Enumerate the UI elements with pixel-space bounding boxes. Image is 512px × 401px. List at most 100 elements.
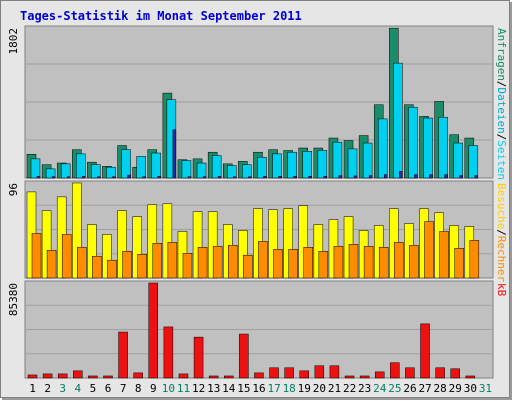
bar-rechner-day-20 <box>318 251 329 279</box>
bar-seiten-day-27 <box>429 174 433 179</box>
panel-kb: 85380 kB <box>7 280 508 379</box>
day-label-13: 13 <box>207 382 220 395</box>
day-label-24: 24 <box>373 382 387 395</box>
series-label-anfragen: Anfragen <box>495 28 508 81</box>
bar-dateien-day-6 <box>106 166 116 179</box>
bar-seiten-day-1 <box>36 176 41 179</box>
bar-besuche-day-10 <box>162 203 173 279</box>
bar-besuche-day-17 <box>268 209 278 279</box>
bar-rechner-day-14 <box>228 245 238 279</box>
bar-rechner-day-21 <box>333 246 344 279</box>
bar-seiten-day-25 <box>399 171 403 179</box>
bar-dateien-day-3 <box>60 163 71 179</box>
bar-kb-day-18 <box>284 367 294 379</box>
bar-seiten-day-19 <box>308 176 312 179</box>
bar-rechner-day-9 <box>152 243 163 279</box>
bar-dateien-day-4 <box>76 153 86 179</box>
bar-kb-day-28 <box>435 367 445 379</box>
bar-kb-day-21 <box>329 365 340 379</box>
day-label-1: 1 <box>29 382 36 395</box>
bar-dateien-day-14 <box>227 165 237 179</box>
bar-seiten-day-26 <box>414 174 418 179</box>
bar-seiten-day-10 <box>172 129 177 179</box>
bar-dateien-day-15 <box>242 164 252 179</box>
right-labels-kb: kB <box>495 283 508 297</box>
bar-dateien-day-16 <box>257 156 267 179</box>
bar-rechner-day-5 <box>92 255 102 279</box>
day-label-12: 12 <box>192 382 205 395</box>
bar-dateien-day-13 <box>211 155 222 179</box>
bar-kb-day-3 <box>57 373 68 379</box>
bar-rechner-day-15 <box>243 254 253 279</box>
chart-title: Tages-Statistik im Monat September 2011 <box>20 9 302 23</box>
day-label-31: 31 <box>479 382 492 395</box>
bar-dateien-day-30 <box>468 145 479 179</box>
bar-rechner-day-26 <box>409 245 419 279</box>
bar-kb-day-25 <box>390 362 400 379</box>
bar-rechner-day-11 <box>182 253 193 279</box>
day-label-11: 11 <box>177 382 190 395</box>
bar-dateien-day-18 <box>287 151 297 179</box>
bar-kb-day-11 <box>178 373 189 379</box>
day-label-15: 15 <box>237 382 250 395</box>
bar-seiten-day-16 <box>263 176 267 179</box>
bar-rechner-day-17 <box>273 249 283 279</box>
bar-seiten-day-3 <box>66 176 71 179</box>
bar-kb-day-13 <box>208 375 219 379</box>
day-label-8: 8 <box>135 382 142 395</box>
bar-seiten-day-30 <box>474 175 479 179</box>
bar-dateien-day-17 <box>272 153 282 179</box>
bar-rechner-day-6 <box>107 259 117 279</box>
day-label-16: 16 <box>252 382 265 395</box>
bar-rechner-day-19 <box>303 247 313 279</box>
bar-dateien-day-25 <box>393 62 403 179</box>
day-label-6: 6 <box>105 382 112 395</box>
day-label-26: 26 <box>403 382 416 395</box>
day-label-17: 17 <box>267 382 280 395</box>
bar-rechner-day-1 <box>31 233 42 279</box>
bar-kb-day-8 <box>133 372 143 379</box>
bar-rechner-day-28 <box>439 231 449 279</box>
bar-kb-day-23 <box>359 375 370 379</box>
bar-rechner-day-8 <box>137 254 147 279</box>
bar-besuche-day-19 <box>298 205 308 279</box>
bar-dateien-day-12 <box>196 162 207 179</box>
bar-seiten-day-28 <box>444 174 448 179</box>
bar-kb-day-22 <box>344 375 355 379</box>
bar-dateien-day-11 <box>181 160 192 179</box>
bar-seiten-day-24 <box>383 174 388 179</box>
bar-dateien-day-1 <box>30 158 41 179</box>
bar-kb-day-27 <box>420 323 430 379</box>
bar-dateien-day-7 <box>121 149 131 179</box>
panel-requests: 1802 Anfragen/Dateien/Seiten <box>7 25 508 180</box>
bar-seiten-day-21 <box>338 175 343 179</box>
label-separator: / <box>495 229 508 236</box>
day-label-23: 23 <box>358 382 371 395</box>
bar-seiten-day-6 <box>112 176 116 179</box>
bar-dateien-day-24 <box>377 118 388 179</box>
bar-dateien-day-28 <box>438 116 448 179</box>
bar-kb-day-30 <box>465 375 476 379</box>
bar-kb-day-6 <box>103 375 113 379</box>
bar-dateien-day-22 <box>347 148 358 179</box>
right-labels-requests: Anfragen/Dateien/Seiten <box>495 28 508 180</box>
bar-seiten-day-12 <box>202 176 207 179</box>
right-labels-visits: Besuche/Rechner <box>495 183 508 283</box>
bar-dateien-day-27 <box>423 117 433 179</box>
bar-rechner-day-10 <box>167 242 178 279</box>
bar-seiten-day-17 <box>278 176 282 179</box>
bar-seiten-day-20 <box>323 176 328 179</box>
bar-kb-day-10 <box>163 326 174 379</box>
bar-kb-day-12 <box>193 336 204 379</box>
bar-rechner-day-7 <box>122 251 132 279</box>
bar-kb-day-15 <box>239 333 249 379</box>
bar-dateien-day-23 <box>362 142 373 179</box>
bar-besuche-day-2 <box>41 210 52 279</box>
bar-seiten-day-2 <box>51 176 56 179</box>
bar-besuche-day-5 <box>87 224 97 279</box>
bar-rechner-day-13 <box>212 246 223 279</box>
day-label-5: 5 <box>90 382 97 395</box>
bar-rechner-day-24 <box>378 247 389 279</box>
day-label-25: 25 <box>388 382 401 395</box>
